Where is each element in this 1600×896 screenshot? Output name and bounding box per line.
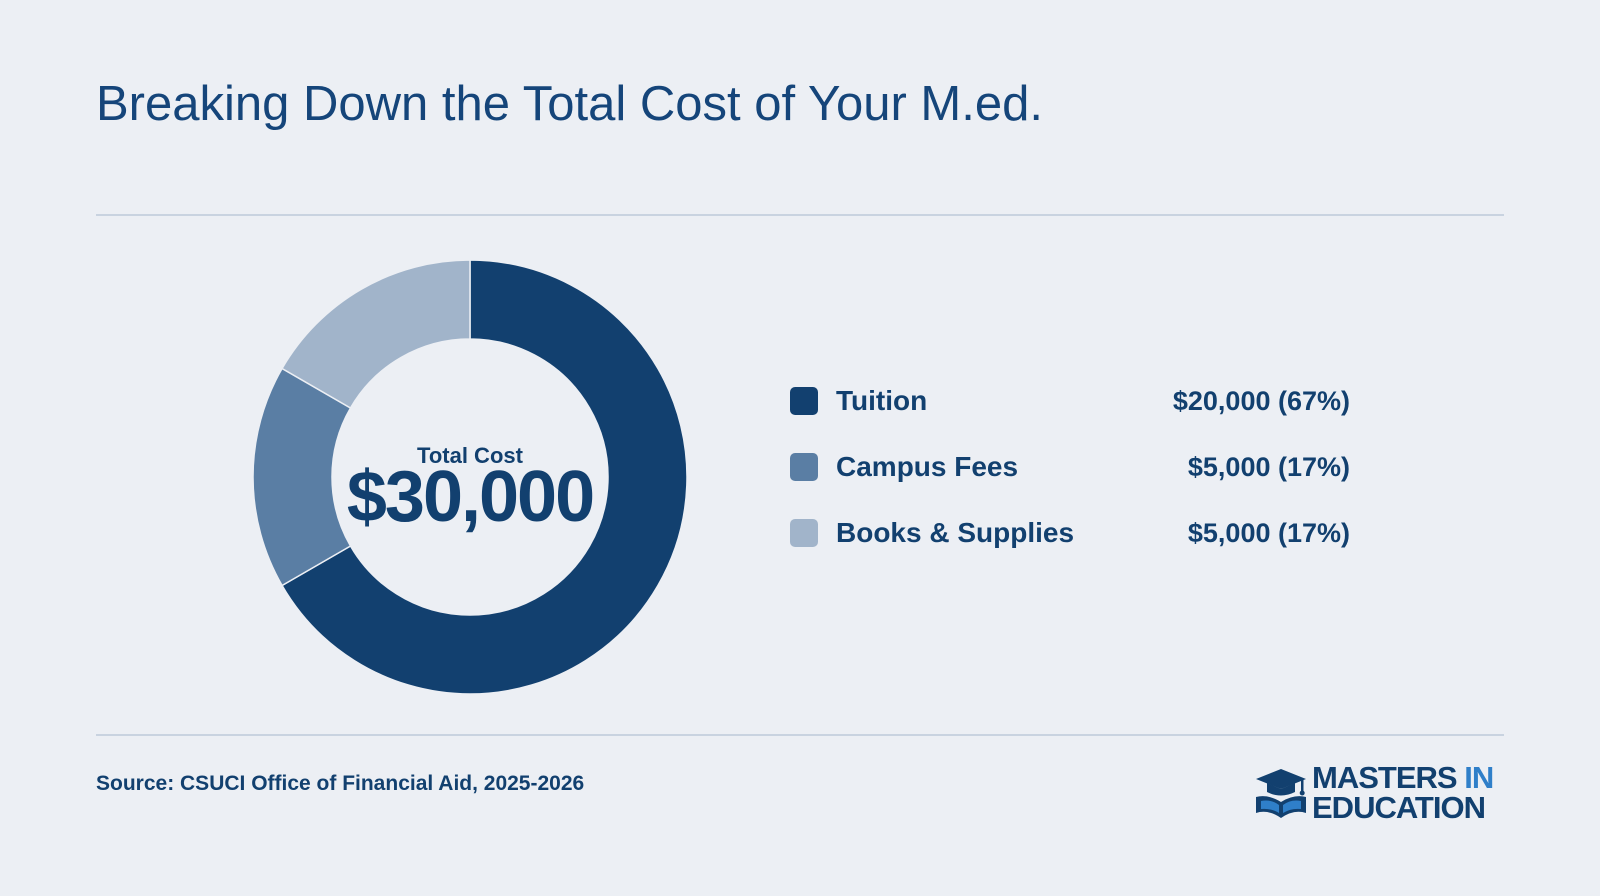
logo-text-education: EDUCATION [1312,790,1486,825]
logo-text-in: IN [1464,760,1494,795]
page-title: Breaking Down the Total Cost of Your M.e… [96,77,1043,131]
legend-item-books-supplies: Books & Supplies $5,000 (17%) [790,512,1350,578]
legend-value-tuition: $20,000 (67%) [1172,386,1350,416]
legend-item-campus-fees: Campus Fees $5,000 (17%) [790,446,1350,512]
legend-swatch-campus-fees [790,453,818,481]
legend-label-tuition: Tuition [836,385,928,416]
top-divider [96,214,1504,216]
donut-slice-books-supplies [281,259,471,410]
legend-value-books-supplies: $5,000 (17%) [1187,518,1350,548]
donut-center-label: Total Cost [417,443,523,468]
logo-text-masters: MASTERS [1312,760,1458,795]
legend-swatch-books-supplies [790,519,818,547]
donut-center-value: $30,000 [346,457,595,537]
bottom-divider [96,734,1504,736]
graduation-cap-book-icon [1256,769,1306,818]
chart-legend: Tuition $20,000 (67%) Campus Fees $5,000… [790,380,1350,578]
masters-in-education-logo: MASTERS IN EDUCATION [1254,760,1504,825]
legend-value-campus-fees: $5,000 (17%) [1187,452,1350,482]
source-note: Source: CSUCI Office of Financial Aid, 2… [96,772,585,795]
legend-label-books-supplies: Books & Supplies [836,517,1075,548]
donut-slice-tuition [281,259,688,695]
legend-label-campus-fees: Campus Fees [836,451,1019,482]
donut-chart [252,259,688,695]
legend-item-tuition: Tuition $20,000 (67%) [790,380,1350,446]
legend-swatch-tuition [790,387,818,415]
